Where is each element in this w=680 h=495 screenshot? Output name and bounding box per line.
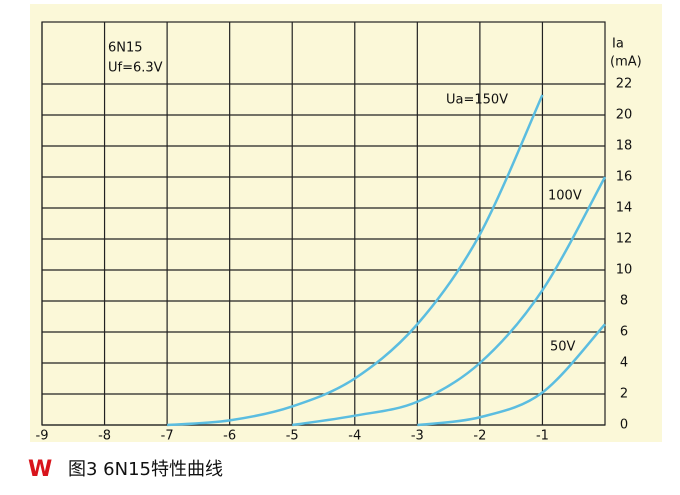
y-tick-label: 16 <box>616 170 633 185</box>
caption: 图3 6N15特性曲线 <box>68 459 223 480</box>
annotation: Uf=6.3V <box>108 61 163 76</box>
x-tick-label: -1 <box>536 429 549 444</box>
y-tick-label: 6 <box>620 325 628 340</box>
x-tick-label: -8 <box>98 429 111 444</box>
y-tick-label: 2 <box>620 387 628 402</box>
caption-logo: W <box>28 457 52 482</box>
curve <box>167 94 544 427</box>
series-label: Ua=150V <box>446 93 508 108</box>
plot-background <box>30 4 662 442</box>
annotation: 6N15 <box>108 41 143 56</box>
y-tick-label: 12 <box>616 232 633 247</box>
x-tick-label: -5 <box>286 429 299 444</box>
x-tick-label: -6 <box>223 429 236 444</box>
y-tick-label: 14 <box>616 201 633 216</box>
y-tick-label: 8 <box>620 294 628 309</box>
y-axis-label: Ia <box>612 37 624 52</box>
x-tick-label: -2 <box>473 429 486 444</box>
curve <box>417 323 606 427</box>
x-tick-label: -9 <box>36 429 49 444</box>
x-tick-label: -7 <box>161 429 174 444</box>
x-tick-label: -3 <box>411 429 424 444</box>
y-axis-label: (mA) <box>610 55 642 70</box>
y-tick-label: 18 <box>616 139 633 154</box>
x-tick-label: -4 <box>348 429 361 444</box>
y-tick-label: 22 <box>616 77 633 92</box>
series-label: 50V <box>550 340 576 355</box>
curve <box>292 176 607 427</box>
y-tick-label: 20 <box>616 108 633 123</box>
y-tick-label: 4 <box>620 356 628 371</box>
series-label: 100V <box>548 189 582 204</box>
y-tick-label: 0 <box>620 418 628 433</box>
y-tick-label: 10 <box>616 263 633 278</box>
